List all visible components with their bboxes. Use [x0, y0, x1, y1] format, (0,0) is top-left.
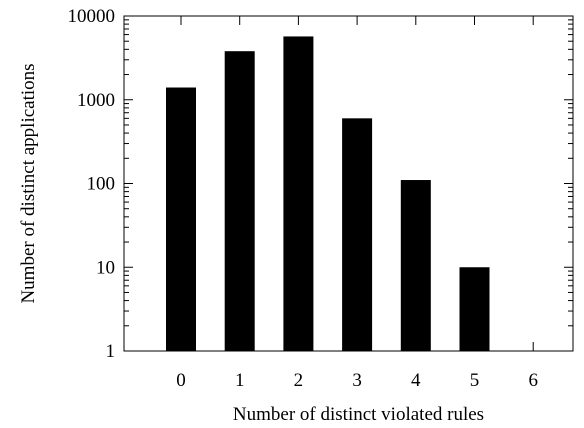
bar-1 — [224, 51, 255, 352]
x-axis-title: Number of distinct violated rules — [233, 404, 484, 425]
bar-2 — [283, 36, 314, 351]
bar-4 — [400, 180, 431, 351]
x-tick-label: 2 — [294, 370, 304, 391]
x-tick-label: 1 — [235, 370, 245, 391]
x-tick-labels: 0 1 2 3 4 5 6 — [176, 370, 538, 391]
x-tick-label: 3 — [352, 370, 362, 391]
y-tick-label: 10000 — [68, 6, 116, 27]
bar-3 — [342, 118, 373, 351]
x-tick-label: 0 — [176, 370, 186, 391]
x-tick-label: 6 — [528, 370, 538, 391]
plot-frame — [123, 15, 574, 352]
y-tick-label: 1000 — [77, 90, 115, 111]
y-tick-labels: 1 10 100 1000 10000 — [68, 6, 116, 362]
y-tick-label: 1 — [106, 341, 116, 362]
x-tick-label: 4 — [411, 370, 421, 391]
bars-group — [166, 36, 490, 352]
y-tick-label: 10 — [96, 257, 115, 278]
bar-5 — [459, 267, 490, 351]
y-tick-label: 100 — [87, 174, 116, 195]
bar-0 — [166, 87, 196, 351]
y-axis-title: Number of distinct applications — [18, 63, 39, 303]
ticks-group — [124, 15, 573, 352]
x-tick-label: 5 — [470, 370, 480, 391]
